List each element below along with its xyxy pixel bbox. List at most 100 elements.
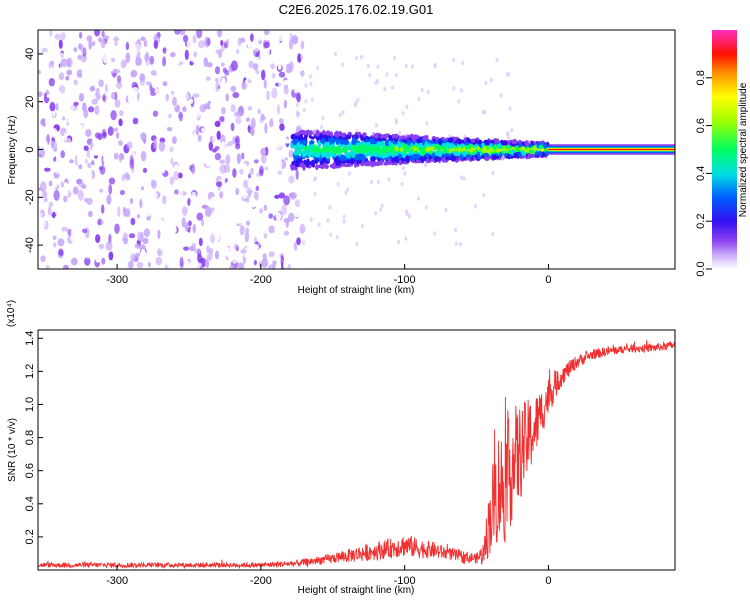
spectrogram-cell <box>481 154 485 159</box>
spectrogram-cell <box>374 211 378 216</box>
spectrogram-cell <box>38 42 44 48</box>
spectrogram-cell <box>115 118 120 127</box>
spectrogram-cell <box>269 118 274 128</box>
spectrogram-cell <box>144 122 152 127</box>
spectrogram-cell <box>332 146 337 150</box>
spectrogram-cell <box>362 147 366 153</box>
spectrogram-cell <box>59 212 64 223</box>
spectrogram-cell <box>171 226 177 234</box>
spectrogram-cell <box>374 143 379 148</box>
spectrogram-cell <box>444 207 448 213</box>
spectrogram-cell <box>136 261 144 269</box>
spectrogram-cell <box>138 143 143 153</box>
spectrogram-cell <box>127 93 134 105</box>
spectrogram-cell <box>178 138 184 150</box>
spectrogram-cell <box>66 209 73 214</box>
spectrogram-cell <box>89 171 93 181</box>
spectrogram-cell <box>498 152 503 158</box>
spectrogram-cell <box>264 122 268 134</box>
spectrogram-cell <box>232 136 237 145</box>
spectrogram-cell <box>426 89 430 95</box>
spectrogram-cell <box>187 127 193 135</box>
spectrogram-cell <box>527 152 531 160</box>
spectrogram-cell <box>152 76 157 82</box>
spectrogram-cell <box>196 30 203 39</box>
spectrogram-cell <box>121 159 127 165</box>
spectrogram-cell <box>229 264 236 269</box>
spectrogram-cell <box>335 138 341 143</box>
spectrogram-cell <box>165 236 172 244</box>
spectrogram-cell <box>151 179 157 189</box>
spectrogram-cell <box>248 234 255 245</box>
spectrogram-cell <box>171 136 177 145</box>
spectrogram-cell <box>489 143 493 148</box>
spectrogram-cell <box>509 146 512 150</box>
spectrogram-cell <box>274 194 280 199</box>
spectrogram-cell <box>270 126 277 132</box>
spectrogram-cell <box>261 69 266 81</box>
spectrogram-cell <box>128 236 133 245</box>
colorbar: 0.0 0.2 0.4 0.6 0.8 Normalized spectral ampl… <box>695 30 749 277</box>
spectrogram-cell <box>260 148 266 156</box>
spectrogram-cell <box>450 143 455 149</box>
spectrogram-cell <box>430 158 435 162</box>
spectrogram-cell <box>219 215 224 224</box>
spectrogram-cell <box>175 203 181 214</box>
spectrogram-cell <box>263 247 268 254</box>
spectrogram-cell <box>94 165 99 171</box>
spectrogram-cell <box>420 87 424 93</box>
spectrogram-cell <box>321 152 326 158</box>
spectrogram-cell <box>545 151 549 156</box>
spectrogram-cell <box>221 141 226 149</box>
spectrogram-cell <box>232 168 237 178</box>
spectrogram-cell <box>219 159 226 164</box>
spectrogram-cell <box>311 161 315 168</box>
spectrogram-cell <box>293 135 298 139</box>
spectrogram-cell <box>184 222 189 232</box>
spectrogram-cell <box>470 138 476 143</box>
spectrogram-cell <box>42 190 48 199</box>
spectrogram-cell <box>167 117 173 123</box>
spectrogram-cell <box>133 138 138 146</box>
spectrogram-cell <box>323 136 328 140</box>
spectrogram-cell <box>161 165 166 174</box>
spectrogram-cell <box>322 131 326 135</box>
spectrogram-cell <box>132 151 136 160</box>
spectrogram-cell <box>401 111 405 116</box>
spectrogram-cell <box>151 191 158 200</box>
spectrogram-cell <box>113 152 119 160</box>
spectrogram-cell <box>278 71 286 78</box>
spectrogram-cell <box>90 71 94 78</box>
spectrogram-cell <box>521 151 526 156</box>
spectrogram-cell <box>283 230 290 236</box>
spectrogram-cell <box>421 139 425 146</box>
spectrogram-cell <box>114 243 121 251</box>
spectrogram-cell <box>77 189 84 201</box>
spectrogram-cell <box>287 182 293 189</box>
spectrogram-cell <box>138 93 145 104</box>
spectrogram-cell <box>308 74 312 79</box>
spectrogram-cell <box>474 204 477 209</box>
spectrogram-cell <box>367 148 371 153</box>
spectrogram-cell <box>294 253 301 260</box>
spectrogram-cell <box>359 154 366 161</box>
spectrogram-cell <box>177 172 183 179</box>
spectrogram-cell <box>375 123 378 128</box>
spectrogram-cell <box>245 227 250 234</box>
spectrogram-cell <box>95 255 101 263</box>
spectrogram-cell <box>538 145 544 150</box>
spectrogram-cell <box>106 99 112 110</box>
spectrogram-cell <box>38 59 43 67</box>
spectrogram-cell <box>200 188 206 194</box>
spectrogram-cell <box>162 56 167 67</box>
spectrogram-cell <box>254 56 260 65</box>
spectrogram-cell <box>424 205 428 210</box>
spectrogram-cell <box>283 99 288 109</box>
spectrogram-cell <box>160 95 165 101</box>
spectrogram-cell <box>89 125 96 132</box>
spectrogram-cell <box>263 30 270 36</box>
spectrogram-cell <box>73 47 78 53</box>
spectrogram-cell <box>107 126 114 136</box>
spectrogram-cell <box>447 142 451 149</box>
spectrogram-cell <box>429 146 435 151</box>
